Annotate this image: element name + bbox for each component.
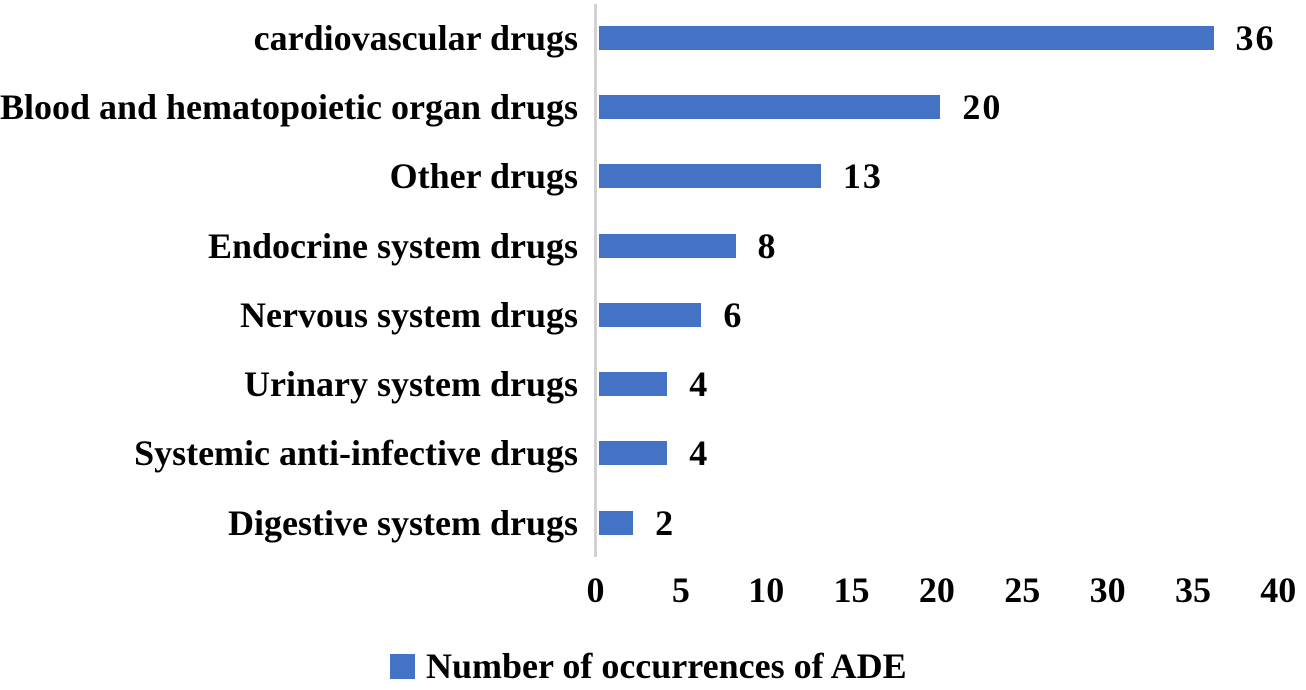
category-label: Urinary system drugs: [244, 364, 578, 405]
x-tick-label: 10: [748, 570, 785, 610]
category-label: Blood and hematopoietic organ drugs: [0, 86, 578, 127]
x-tick-label: 0: [586, 570, 605, 610]
bar: [599, 94, 941, 119]
x-tick-label: 35: [1174, 570, 1211, 610]
bar: [599, 164, 821, 189]
legend-swatch-icon: [390, 653, 415, 679]
x-tick-label: 40: [1260, 570, 1297, 610]
bar: [599, 510, 634, 535]
x-tick-label: 15: [833, 570, 870, 610]
category-label: Other drugs: [389, 156, 578, 197]
bar: [599, 233, 736, 258]
y-axis-line: [594, 4, 597, 557]
bar: [599, 25, 1214, 50]
value-label: 2: [655, 502, 676, 543]
value-label: 20: [962, 86, 1003, 127]
x-tick-label: 30: [1089, 570, 1126, 610]
bar: [599, 441, 668, 466]
category-label: Digestive system drugs: [228, 502, 578, 543]
category-label: Endocrine system drugs: [207, 225, 578, 266]
bar: [599, 372, 668, 397]
x-tick-label: 20: [918, 570, 955, 610]
legend: Number of occurrences of ADE: [390, 648, 907, 684]
value-label: 4: [689, 364, 710, 405]
category-label: Nervous system drugs: [240, 294, 578, 335]
x-tick-label: 5: [671, 570, 690, 610]
value-label: 6: [723, 294, 744, 335]
category-label: Systemic anti-infective drugs: [134, 433, 578, 474]
value-label: 8: [757, 225, 778, 266]
x-tick-label: 25: [1004, 570, 1041, 610]
category-label: cardiovascular drugs: [253, 17, 578, 58]
legend-label: Number of occurrences of ADE: [426, 646, 907, 686]
value-label: 4: [689, 433, 710, 474]
value-label: 13: [842, 156, 883, 197]
value-label: 36: [1235, 17, 1276, 58]
bar: [599, 302, 702, 327]
